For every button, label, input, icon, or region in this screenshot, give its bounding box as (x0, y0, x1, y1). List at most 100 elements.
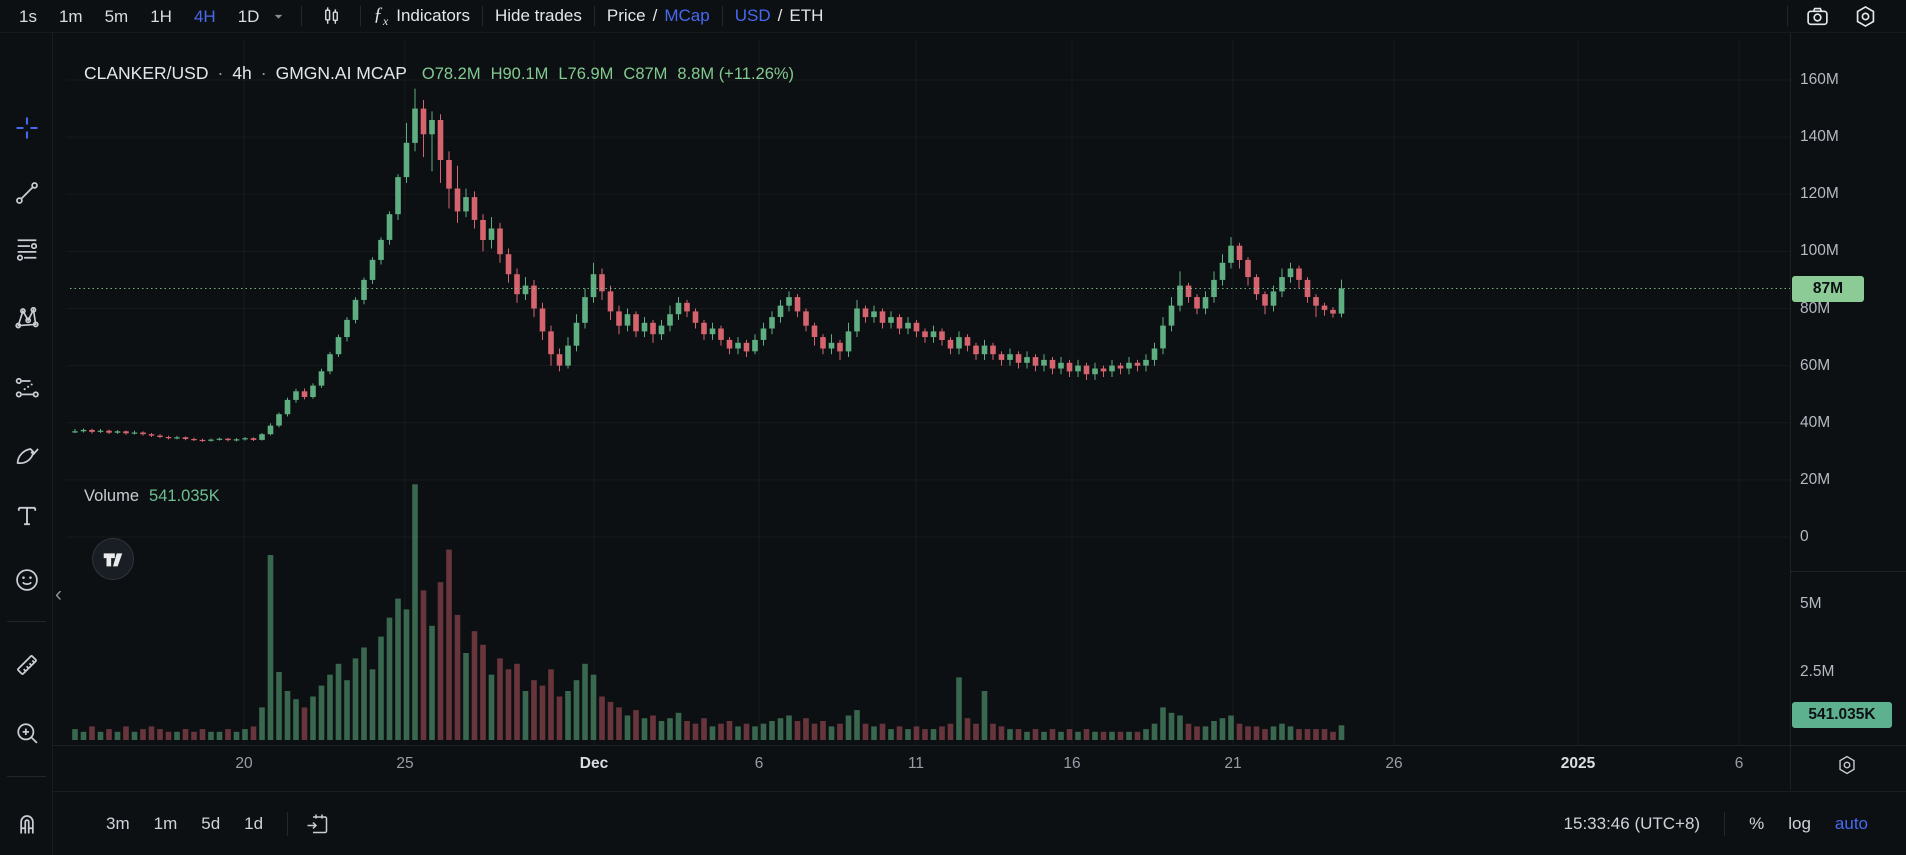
clock-display[interactable]: 15:33:46 (UTC+8) (1563, 813, 1701, 833)
auto-scale-button[interactable]: auto (1834, 813, 1868, 833)
range-button-1d[interactable]: 1d (244, 813, 264, 833)
time-tick-label: 6 (754, 755, 764, 772)
time-tick-label: 16 (1063, 755, 1081, 772)
range-button-5d[interactable]: 5d (201, 813, 221, 833)
ruler-tool-button[interactable] (12, 650, 42, 680)
candlestick-chart-canvas[interactable] (0, 0, 1790, 745)
ohlc-item: 8.8M (+11.26%) (677, 65, 795, 83)
timeframe-buttons: 1s 1m 5m 1H 4H 1D (8, 0, 270, 33)
forecast-tool-button[interactable] (12, 373, 42, 403)
xabcd-pattern-icon (15, 306, 39, 329)
hexagon-gear-icon (1839, 755, 1855, 775)
volume-series (72, 484, 1345, 740)
chart-style-button[interactable] (314, 2, 348, 30)
forecast-icon (15, 377, 39, 398)
source-label: GMGN.AI MCAP (275, 63, 407, 83)
tradingview-logo-icon (103, 553, 123, 567)
timeframe-button-1m[interactable]: 1m (58, 6, 83, 26)
time-axis[interactable]: 20 25 Dec 6 11 16 21 26 2025 6 (52, 745, 1906, 791)
divider (360, 6, 362, 26)
timeframe-button-1H[interactable]: 1H (150, 6, 172, 26)
ruler-icon (17, 655, 37, 675)
time-tick-label: Dec (579, 755, 609, 772)
time-tick-label: 20 (235, 755, 253, 772)
price-option[interactable]: Price (606, 6, 646, 25)
price-tick-label: 40M (1800, 413, 1831, 431)
time-tick-label: 25 (396, 755, 414, 772)
axis-settings-button[interactable] (1832, 750, 1862, 780)
magnet-tool-button[interactable] (12, 808, 42, 838)
ohlc-item: H90.1M (490, 65, 549, 83)
price-mcap-toggle: Price / MCap (607, 6, 710, 26)
volume-tick-label: 2.5M (1800, 663, 1835, 680)
usd-option[interactable]: USD (734, 6, 771, 25)
text-icon (17, 506, 37, 526)
current-volume-badge: 541.035K (1792, 702, 1892, 728)
timeframe-button-5m[interactable]: 5m (104, 6, 129, 26)
percent-scale-button[interactable]: % (1749, 813, 1765, 833)
current-price-badge: 87M (1792, 275, 1864, 302)
brush-tool-button[interactable] (12, 441, 42, 471)
crosshair-tool-button[interactable] (12, 113, 42, 143)
emoji-icon (16, 569, 38, 591)
legend-separator: · (260, 63, 267, 83)
range-button-1m[interactable]: 1m (153, 813, 178, 833)
chevron-down-icon (275, 14, 283, 19)
divider (1787, 6, 1788, 26)
divider (301, 6, 303, 26)
price-axis[interactable]: 87M 541.035K 160M 140M 120M 100M 80M 60M 40M 20… (1790, 0, 1906, 855)
ohlc-item: L76.9M (558, 65, 614, 83)
calendar-arrow-icon (307, 814, 328, 833)
fx-icon: ƒx (373, 3, 389, 28)
brush-icon (16, 448, 39, 465)
slash: / (777, 6, 783, 25)
crosshair-icon (16, 117, 38, 139)
trend-line-tool-button[interactable] (12, 178, 42, 208)
price-tick-label: 140M (1800, 128, 1839, 146)
zoom-in-icon (17, 723, 38, 744)
goto-date-button[interactable] (300, 810, 334, 838)
magnet-icon (20, 815, 34, 834)
ohlc-values: O78.2M H90.1M L76.9M C87M 8.8M (+11.26%) (422, 65, 794, 84)
chart-settings-button[interactable] (1848, 2, 1882, 30)
hide-trades-button[interactable]: Hide trades (495, 6, 582, 26)
timeframe-button-1s[interactable]: 1s (19, 6, 37, 26)
range-button-3m[interactable]: 3m (106, 813, 130, 833)
candlestick-icon (324, 6, 338, 24)
time-tick-label: 6 (1734, 755, 1744, 772)
zoom-in-tool-button[interactable] (12, 718, 42, 748)
fib-retracement-tool-button[interactable] (12, 234, 42, 264)
ohlc-item: O78.2M (421, 65, 481, 83)
slash: / (652, 6, 658, 25)
tradingview-logo[interactable] (92, 538, 134, 580)
symbol-label: CLANKER/USD (84, 63, 209, 83)
volume-tick-label: 5M (1800, 595, 1822, 612)
volume-label: Volume (84, 487, 140, 505)
mcap-option[interactable]: MCap (664, 6, 710, 25)
emoji-tool-button[interactable] (12, 565, 42, 595)
text-tool-button[interactable] (12, 501, 42, 531)
chart-legend: CLANKER/USD · 4h · GMGN.AI MCAP O78.2M H9… (84, 63, 794, 84)
eth-option[interactable]: ETH (789, 6, 824, 25)
price-tick-label: 20M (1800, 470, 1831, 488)
candlestick-series (72, 88, 1345, 442)
sidebar-divider (7, 776, 46, 777)
xabcd-pattern-tool-button[interactable] (12, 303, 42, 333)
screenshot-button[interactable] (1800, 2, 1834, 30)
timeframe-button-4H[interactable]: 4H (193, 6, 216, 26)
timeframe-dropdown-button[interactable] (272, 10, 285, 23)
indicators-button[interactable]: ƒx Indicators (373, 4, 470, 29)
price-tick-label: 120M (1800, 185, 1839, 203)
scroll-left-chevron[interactable]: ‹ (55, 583, 62, 606)
divider (593, 6, 595, 26)
divider (287, 811, 289, 836)
fib-retracement-icon (16, 239, 38, 261)
camera-icon (1806, 7, 1828, 25)
bottom-toolbar: 3m 1m 5d 1d 15:33:46 (UTC+8) % log auto (52, 791, 1906, 855)
timeframe-button-1D[interactable]: 1D (237, 6, 260, 26)
log-scale-button[interactable]: log (1788, 813, 1811, 833)
interval-label: 4h (232, 63, 252, 83)
time-tick-label: 26 (1385, 755, 1403, 772)
usd-eth-toggle: USD / ETH (735, 6, 824, 26)
